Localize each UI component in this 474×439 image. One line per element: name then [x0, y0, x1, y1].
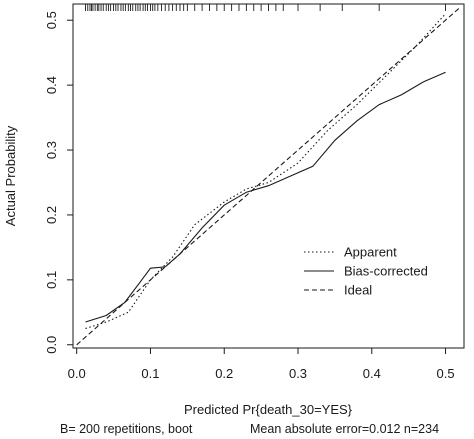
legend-label: Bias-corrected — [344, 264, 428, 279]
y-axis: 0.0 0.1 0.2 0.3 0.4 0.5 — [44, 11, 73, 354]
series-line-apparent — [85, 13, 447, 330]
footnote-repetitions: B= 200 repetitions, boot — [60, 422, 193, 436]
x-tick-label: 0.4 — [363, 366, 381, 381]
y-tick-label: 0.5 — [44, 11, 59, 29]
legend: Apparent Bias-corrected Ideal — [304, 245, 428, 298]
x-tick-label: 0.1 — [141, 366, 159, 381]
series-line-ideal — [76, 6, 461, 346]
legend-label: Apparent — [344, 245, 397, 260]
x-axis: 0.0 0.1 0.2 0.3 0.4 0.5 — [68, 348, 455, 381]
x-tick-label: 0.0 — [68, 366, 86, 381]
x-tick-label: 0.5 — [437, 366, 455, 381]
rug-plot — [85, 4, 447, 11]
x-axis-label: Predicted Pr{death_30=YES} — [184, 402, 353, 417]
y-axis-label: Actual Probability — [3, 125, 18, 226]
y-tick-label: 0.1 — [44, 271, 59, 289]
x-tick-label: 0.2 — [215, 366, 233, 381]
y-tick-label: 0.3 — [44, 141, 59, 159]
x-tick-label: 0.3 — [289, 366, 307, 381]
y-tick-label: 0.4 — [44, 76, 59, 94]
series-line-bias-corrected — [85, 71, 446, 323]
y-tick-label: 0.2 — [44, 206, 59, 224]
footnote-mean-absolute-error: Mean absolute error=0.012 n=234 — [250, 422, 439, 436]
series-layer — [76, 6, 461, 346]
y-tick-label: 0.0 — [44, 336, 59, 354]
legend-label: Ideal — [344, 283, 372, 298]
